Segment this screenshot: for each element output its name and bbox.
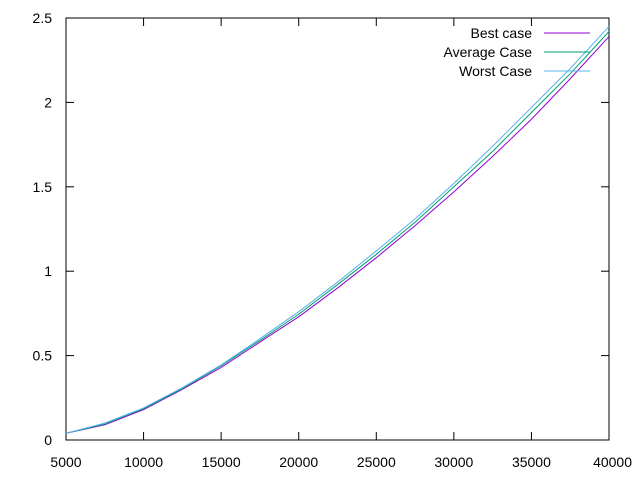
series-line-3: [65, 26, 610, 434]
x-tick-label: 5000: [50, 454, 81, 470]
series-lines: [65, 26, 610, 434]
x-tick-label: 15000: [202, 454, 241, 470]
x-tick-label: 30000: [434, 454, 473, 470]
y-tick-label: 0.5: [33, 348, 53, 364]
x-tick-label: 35000: [512, 454, 551, 470]
legend-label: Worst Case: [459, 63, 532, 79]
series-line-1: [65, 36, 610, 434]
y-tick-label: 2.5: [33, 10, 53, 26]
legend-label: Average Case: [444, 44, 533, 60]
y-tick-label: 0: [44, 432, 52, 448]
y-tick-label: 1.5: [33, 179, 53, 195]
x-tick-label: 10000: [124, 454, 163, 470]
legend: Best case Average Case Worst Case: [444, 25, 590, 79]
plot-frame: [65, 17, 610, 441]
series-line-2: [65, 31, 610, 434]
x-tick-label: 25000: [357, 454, 396, 470]
y-axis: 0 0.5 1 1.5 2 2.5: [33, 10, 609, 448]
legend-label: Best case: [471, 25, 533, 41]
x-tick-label: 40000: [593, 454, 632, 470]
y-tick-label: 1: [44, 263, 52, 279]
x-tick-label: 20000: [279, 454, 318, 470]
x-axis: 5000 10000 15000 20000 25000 30000 35000 40000: [50, 18, 632, 470]
y-tick-label: 2: [44, 94, 52, 110]
